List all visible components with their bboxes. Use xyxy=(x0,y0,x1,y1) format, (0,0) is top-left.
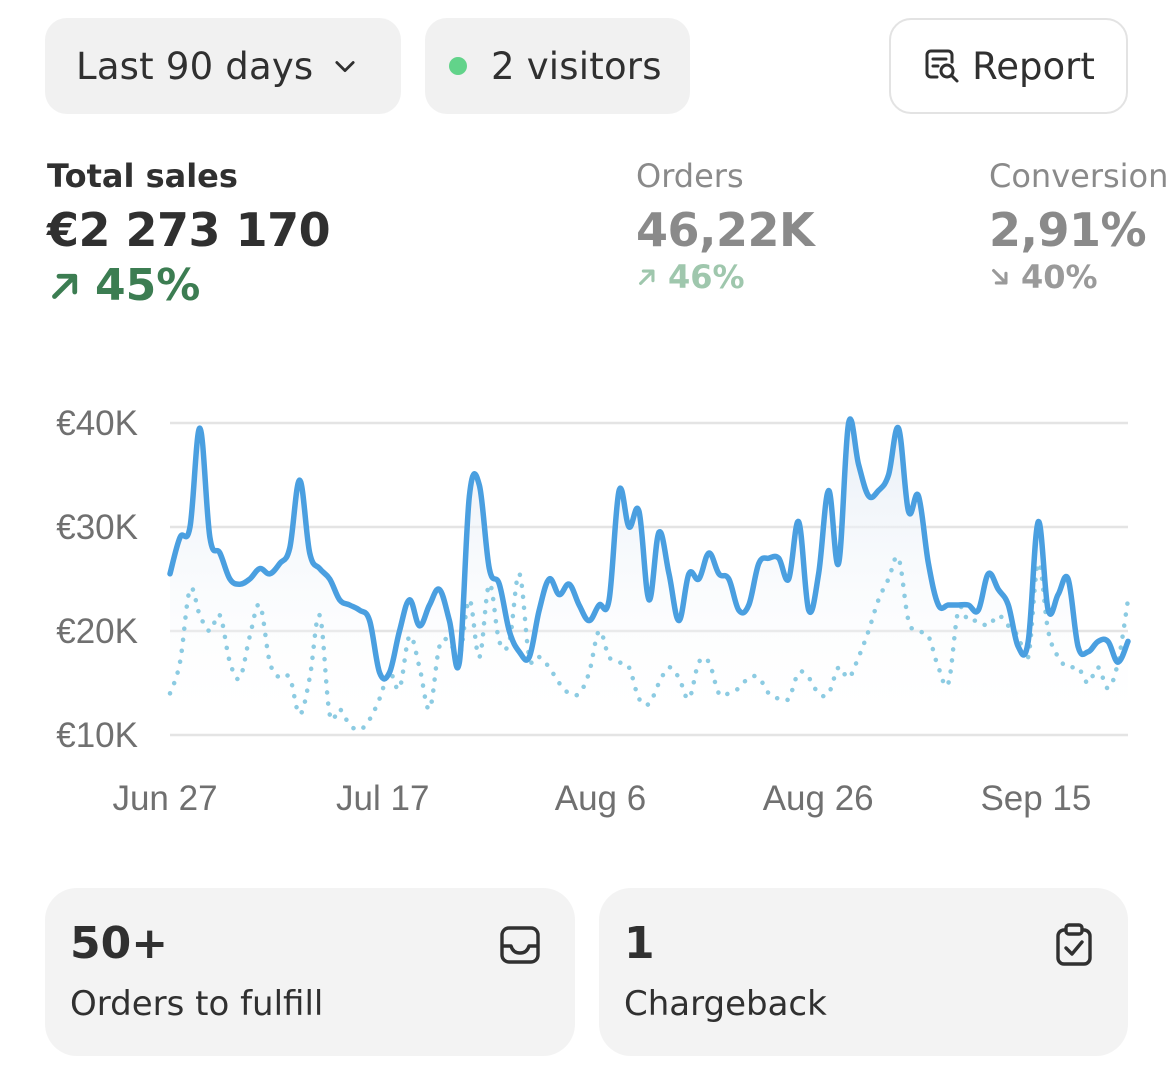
orders-to-fulfill-card[interactable]: 50+ Orders to fulfill xyxy=(45,888,575,1056)
x-tick-label: Aug 26 xyxy=(763,779,874,818)
card-label: Orders to fulfill xyxy=(70,984,324,1024)
metric-orders[interactable]: Orders 46,22K 46% xyxy=(636,156,815,296)
metric-delta: 46% xyxy=(668,258,745,296)
x-tick-label: Sep 15 xyxy=(980,779,1091,818)
metric-delta: 40% xyxy=(1021,258,1098,296)
sales-line-chart[interactable]: €10K €20K €30K €40K Jun 27 Jul 17 Aug 6 Aug 26… xyxy=(0,380,1176,840)
report-label: Report xyxy=(972,44,1095,88)
card-value: 1 xyxy=(624,918,655,969)
chargeback-card[interactable]: 1 Chargeback xyxy=(599,888,1128,1056)
x-tick-label: Jun 27 xyxy=(112,779,217,818)
y-tick-label: €40K xyxy=(56,404,138,443)
metric-value: 46,22K xyxy=(636,203,815,257)
inbox-icon xyxy=(500,926,540,964)
metric-conversion[interactable]: Conversion 2,91% 40% xyxy=(989,156,1168,296)
y-tick-label: €30K xyxy=(56,508,138,547)
series-line-current xyxy=(167,416,1131,682)
metric-label: Conversion xyxy=(989,157,1169,195)
y-tick-label: €10K xyxy=(56,716,138,755)
y-tick-label: €20K xyxy=(56,612,138,651)
x-tick-label: Jul 17 xyxy=(336,779,429,818)
card-label: Chargeback xyxy=(624,984,827,1024)
clipboard-check-icon xyxy=(1056,923,1092,966)
live-visitors-button[interactable]: 2 visitors xyxy=(425,18,690,114)
x-tick-label: Aug 6 xyxy=(555,779,646,818)
metric-label: Total sales xyxy=(47,157,238,195)
visitors-label: 2 visitors xyxy=(491,44,662,88)
arrow-up-right-icon xyxy=(639,269,655,285)
report-search-icon xyxy=(922,46,962,86)
chevron-down-icon xyxy=(331,52,359,80)
series-line-comparison xyxy=(167,554,1131,733)
date-range-label: Last 90 days xyxy=(76,44,314,88)
metric-label: Orders xyxy=(636,157,744,195)
arrow-down-right-icon xyxy=(992,269,1008,285)
live-status-dot-icon xyxy=(449,57,467,75)
sales-area-fill xyxy=(170,418,1128,735)
report-button[interactable]: Report xyxy=(889,18,1128,114)
card-value: 50+ xyxy=(70,918,169,969)
metric-total-sales[interactable]: Total sales €2 273 170 45% xyxy=(47,156,331,311)
arrow-up-right-icon xyxy=(52,273,78,299)
metric-value: €2 273 170 xyxy=(47,203,331,257)
metric-delta: 45% xyxy=(95,260,201,311)
date-range-selector[interactable]: Last 90 days xyxy=(45,18,401,114)
metric-value: 2,91% xyxy=(989,203,1147,257)
